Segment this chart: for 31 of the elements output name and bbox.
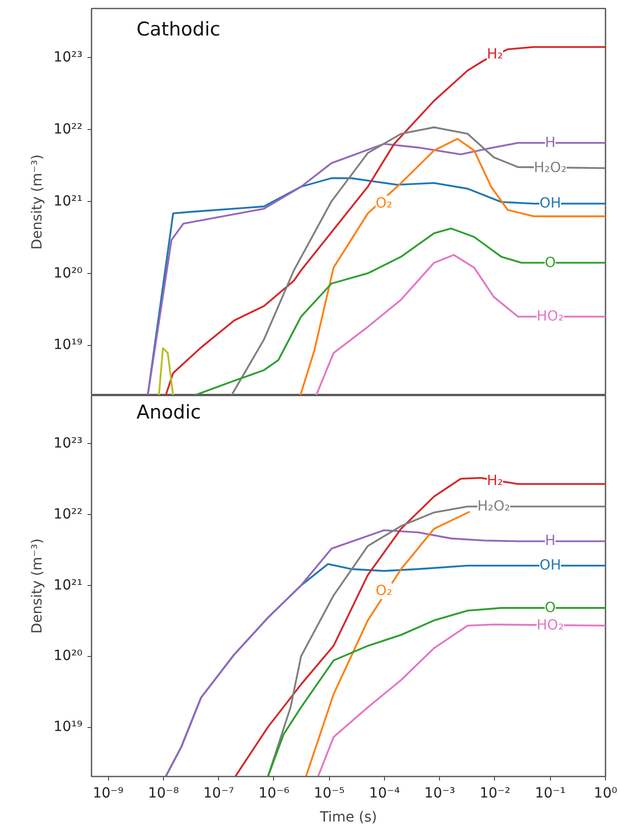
annotation: O₂ (376, 196, 392, 212)
x-tick-label: 10⁻⁶ (258, 786, 290, 802)
y-axis-title: Density (m⁻³) (29, 538, 46, 634)
x-tick-label: 10⁻⁴ (369, 786, 400, 802)
x-tick-label: 10⁻⁵ (314, 786, 345, 802)
annotation: O₂ (376, 583, 392, 600)
x-tick-label: 10⁻⁹ (92, 786, 124, 802)
annotation: H (544, 533, 556, 550)
y-axis-title: Density (m⁻³) (29, 154, 46, 250)
annotation: H₂ (486, 46, 504, 63)
x-tick-label: 10⁻⁸ (148, 786, 180, 802)
x-tick-label: 10⁻² (480, 786, 510, 802)
y-tick-label: 10²¹ (53, 193, 83, 210)
chart-title: Anodic (136, 402, 201, 424)
annotation: H (544, 134, 556, 151)
text: Cathodic (136, 18, 220, 40)
y-tick-label: 10¹⁹ (53, 337, 83, 354)
y-tick-label: 10²² (53, 506, 83, 523)
y-tick-label: 10²⁰ (53, 648, 83, 664)
y-tick-label: 10²² (53, 121, 83, 138)
y-tick-label: 10²¹ (53, 577, 83, 594)
x-tick-label: 10⁻³ (424, 786, 456, 802)
y-tick-label: 10¹⁹ (53, 719, 83, 735)
y-tick-label: 10²³ (53, 50, 83, 66)
x-tick-label: 10⁻¹ (534, 786, 566, 802)
y-tick-label: 10²³ (53, 436, 83, 452)
x-tick-label: 10⁰ (594, 786, 618, 802)
x-axis-title: Time (s) (319, 810, 377, 826)
annotation: H₂ (486, 472, 504, 489)
y-tick-label: 10²⁰ (53, 265, 83, 282)
x-tick-label: 10⁻⁷ (203, 786, 234, 802)
